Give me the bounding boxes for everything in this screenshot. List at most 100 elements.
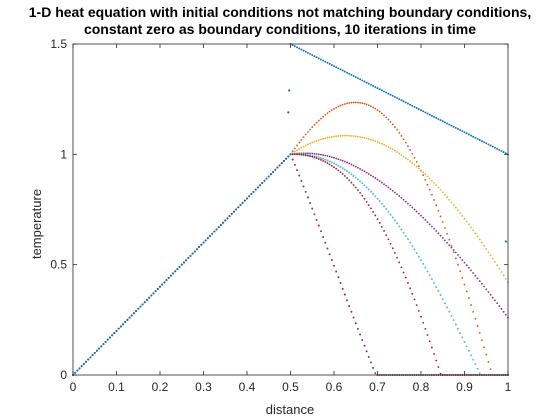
curve-point [302, 136, 305, 139]
curve-point [365, 350, 368, 353]
curve-point [354, 186, 357, 189]
curve-point [317, 224, 320, 227]
initial-point [154, 290, 157, 293]
curve-point [396, 128, 398, 131]
curve-point [454, 206, 457, 209]
curve-point [350, 181, 353, 184]
initial-point [385, 91, 388, 94]
curve-point [317, 158, 320, 160]
curve-point [413, 163, 416, 166]
curve-point [433, 227, 435, 230]
curve-point [476, 325, 479, 327]
curve-point [422, 321, 425, 324]
curve-point [317, 119, 320, 122]
curve-point [398, 131, 401, 134]
initial-point [196, 248, 198, 251]
curve-point [380, 112, 383, 115]
curve-point [385, 208, 388, 210]
curve-point [350, 101, 353, 104]
initial-point [246, 197, 248, 200]
curve-point [304, 191, 307, 193]
initial-point [161, 283, 164, 286]
x-tick-label: 0.5 [282, 380, 299, 394]
curve-point [459, 256, 462, 259]
initial-point [480, 140, 483, 143]
curve-point [448, 244, 451, 247]
initial-point [106, 338, 109, 341]
curve-point [341, 167, 344, 170]
curve-point [417, 165, 420, 168]
initial-point [504, 152, 507, 155]
curve-point [298, 153, 301, 156]
curve-point [343, 160, 346, 163]
curve-point [444, 239, 446, 242]
curve-point [459, 332, 462, 335]
curve-point [376, 178, 379, 181]
curve-point [298, 148, 301, 150]
curve-point [385, 145, 388, 147]
curve-point [357, 101, 359, 104]
curve-point [426, 183, 429, 186]
curve-point [474, 274, 477, 277]
curve-point [402, 138, 405, 141]
x-tick-label: 0.3 [195, 380, 212, 394]
curve-point [489, 293, 492, 296]
curve-point [326, 155, 329, 157]
curve-point [467, 266, 470, 269]
curve-point [467, 349, 470, 352]
curve-point [430, 193, 433, 196]
initial-point [93, 351, 96, 354]
curve-point [391, 148, 394, 151]
initial-point [98, 347, 101, 350]
initial-point [163, 281, 166, 284]
heat-curve-3 [72, 152, 509, 376]
curve-point [404, 276, 407, 279]
curve-point [439, 234, 442, 237]
curve-point [330, 161, 333, 164]
curve-point [348, 305, 351, 307]
initial-point [335, 66, 338, 69]
initial-point [85, 360, 88, 363]
curve-point [367, 355, 370, 358]
curve-point [457, 327, 459, 330]
curve-point [328, 136, 331, 139]
curve-point [322, 154, 325, 156]
initial-point [293, 45, 296, 48]
initial-point [454, 126, 457, 129]
curve-point [380, 142, 383, 145]
curve-point [448, 198, 451, 201]
initial-point [472, 135, 475, 138]
curve-point [296, 169, 298, 172]
initial-point [128, 316, 131, 319]
initial-point [102, 343, 105, 346]
initial-point [350, 73, 353, 76]
initial-point [289, 153, 292, 156]
curve-point [489, 254, 492, 257]
curve-point [467, 297, 470, 299]
curve-point [350, 173, 353, 176]
initial-point [413, 105, 416, 108]
initial-point [87, 358, 90, 361]
initial-point [376, 87, 379, 90]
initial-point [261, 182, 264, 184]
initial-point [119, 325, 122, 328]
curve-point [315, 121, 318, 124]
curve-point [417, 255, 420, 258]
curve-point [370, 105, 372, 108]
curve-point [328, 110, 331, 113]
curve-point [370, 190, 372, 193]
curve-point [428, 274, 431, 277]
curve-point [350, 134, 353, 137]
initial-point [487, 143, 490, 146]
initial-point [243, 199, 246, 202]
curve-point [396, 193, 398, 196]
initial-point [287, 155, 290, 158]
initial-point [346, 71, 348, 74]
curve-point [424, 219, 427, 221]
initial-point [276, 166, 279, 169]
initial-point [296, 46, 298, 49]
curve-point [502, 310, 505, 313]
x-axis-label: distance [266, 402, 314, 417]
initial-point [137, 307, 140, 310]
